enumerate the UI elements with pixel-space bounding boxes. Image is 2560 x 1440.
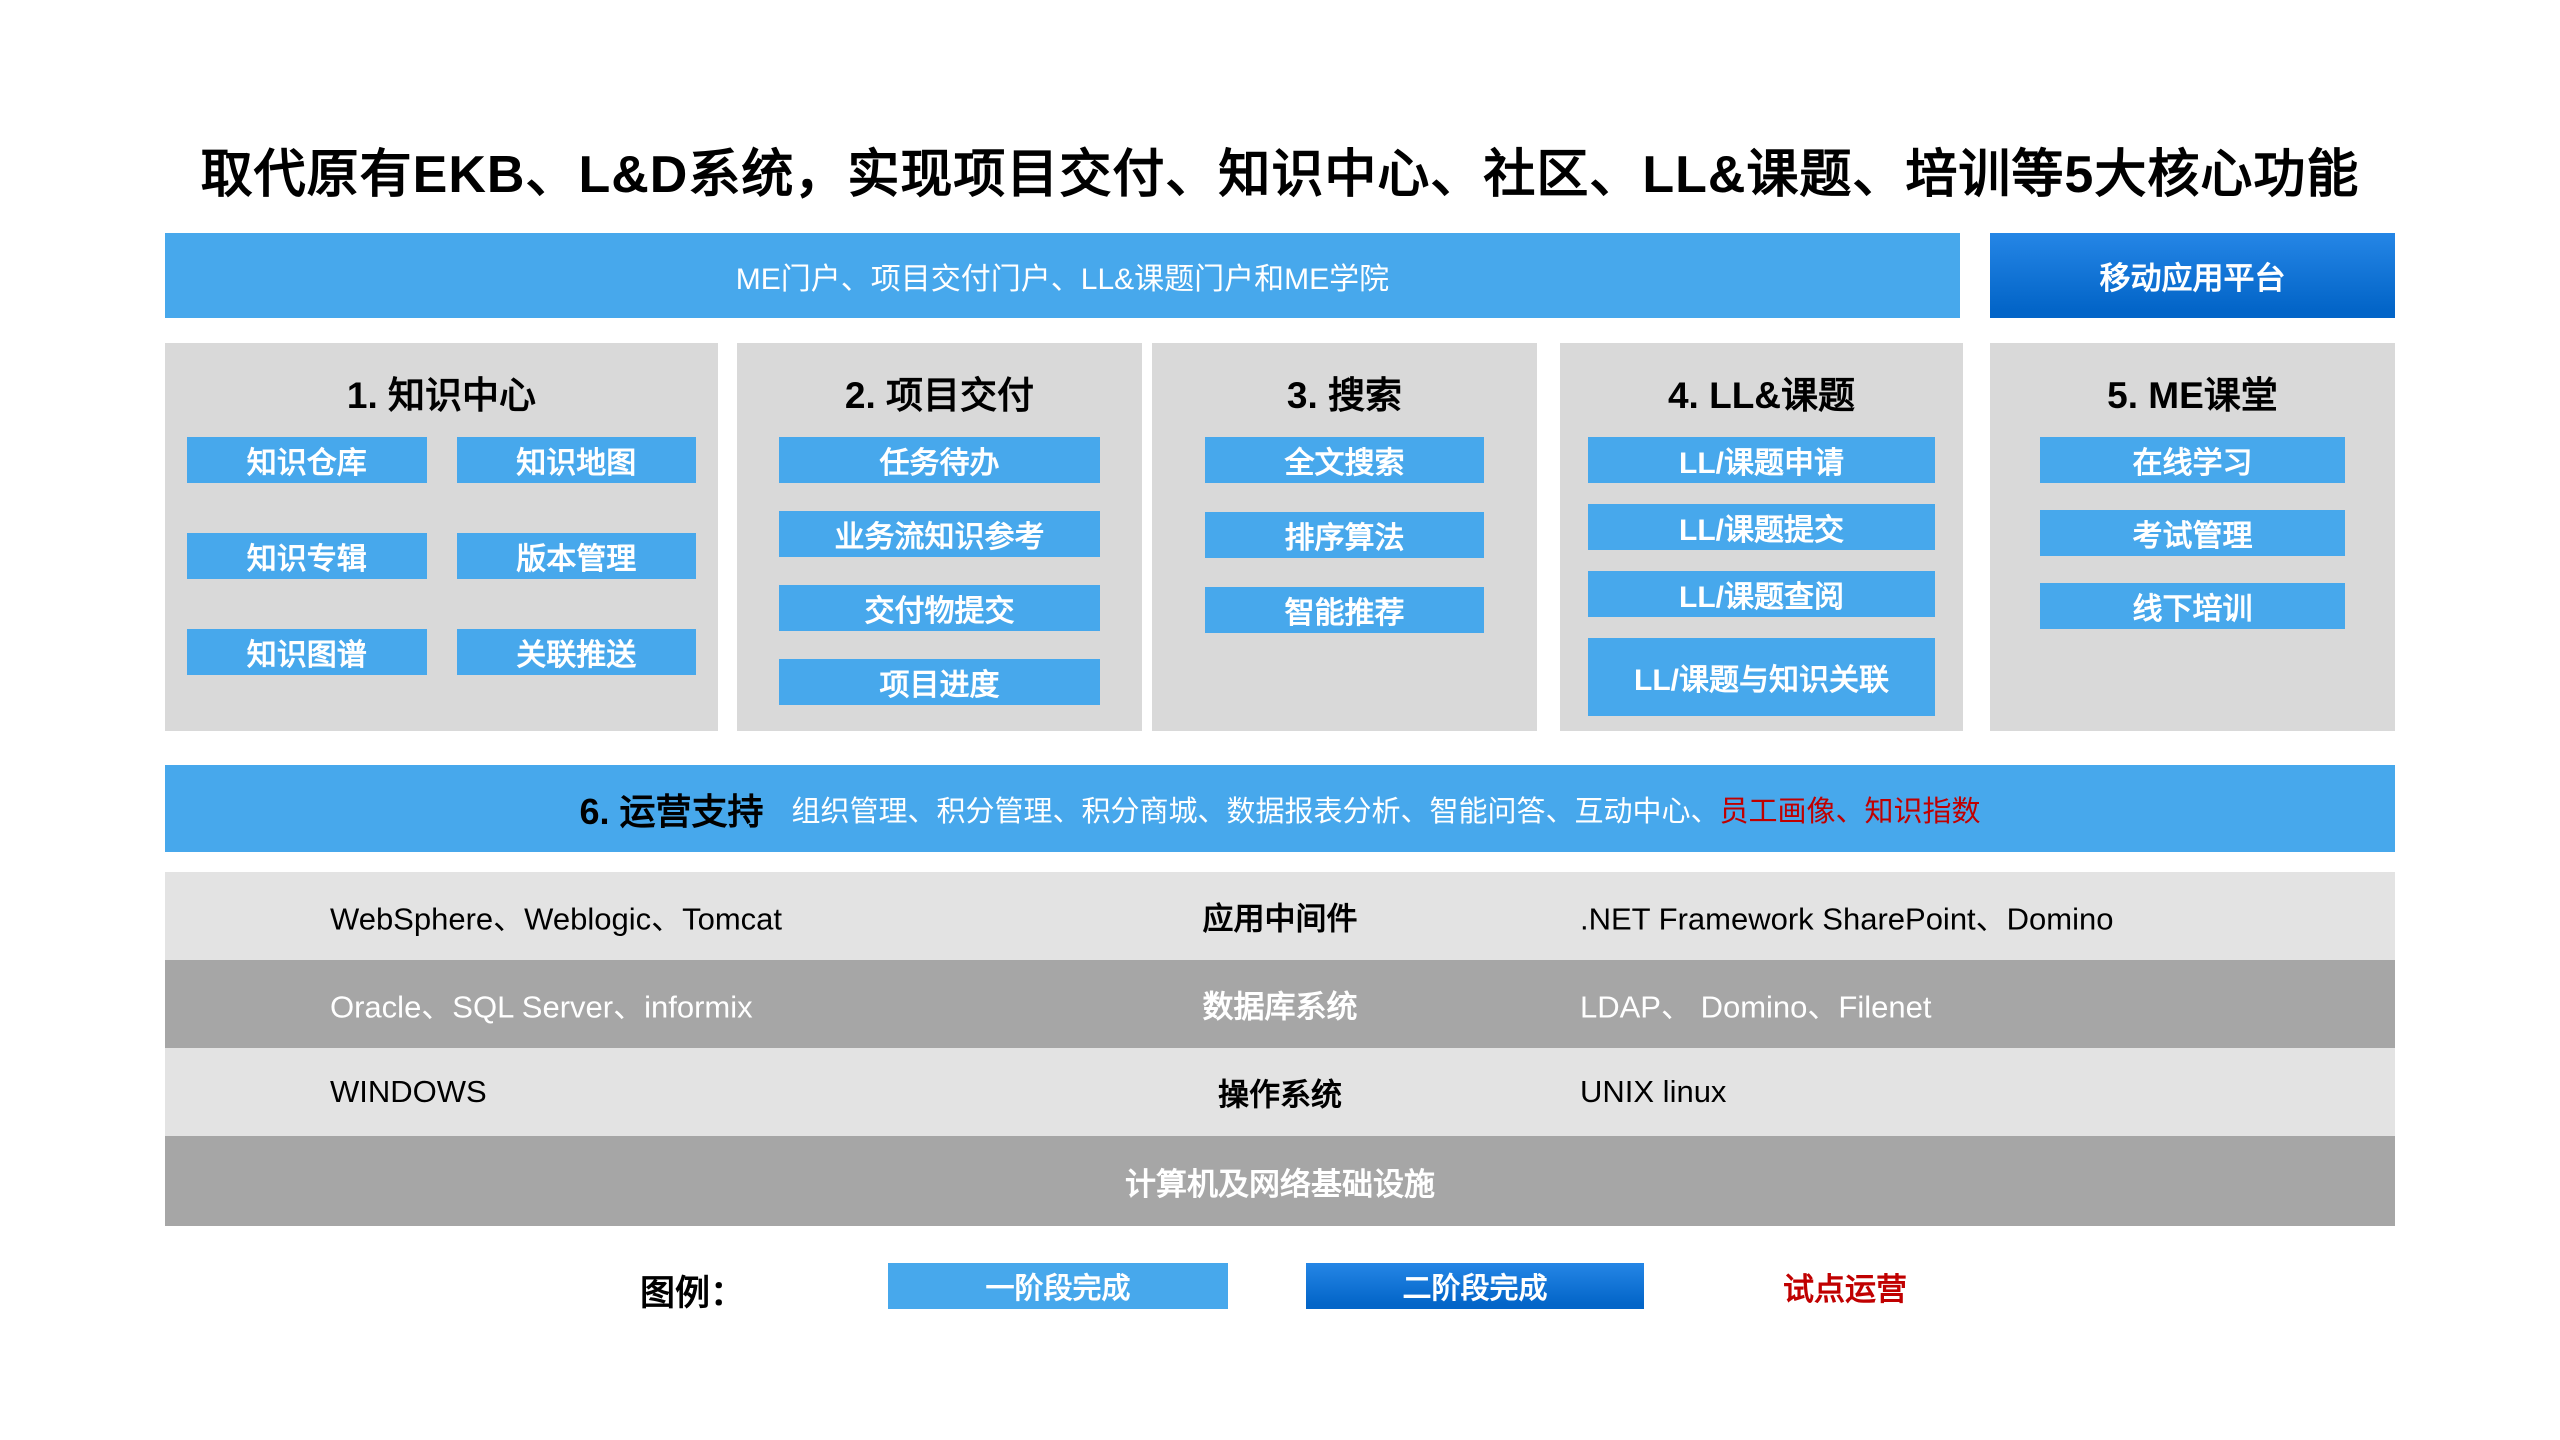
infra-left-text: WebSphere、Weblogic、Tomcat bbox=[330, 901, 782, 937]
operations-title: 6. 运营支持 bbox=[579, 790, 764, 832]
infra-right-text: LDAP、 Domino、Filenet bbox=[1580, 989, 1932, 1025]
column-buttons: 知识仓库 知识地图知识专辑 版本管理知识图谱 关联推送 bbox=[165, 437, 718, 675]
feature-button: 交付物提交 bbox=[779, 585, 1100, 631]
column-buttons: 任务待办业务流知识参考 交付物提交项目进度 bbox=[737, 437, 1142, 705]
feature-button: 业务流知识参考 bbox=[779, 511, 1100, 557]
feature-button: 知识仓库 bbox=[187, 437, 427, 483]
feature-button: 版本管理 bbox=[456, 533, 696, 579]
infra-right-text: UNIX linux bbox=[1580, 1074, 1727, 1109]
infra-row: Oracle、SQL Server、informix 数据库系统 LDAP、 Dom… bbox=[165, 960, 2395, 1048]
operations-pilot-items: 员工画像、知识指数 bbox=[1719, 795, 1981, 828]
feature-column-3: 3. 搜索全文搜索排序算法智能推荐 bbox=[1152, 343, 1537, 731]
legend-item-pilot: 试点运营 bbox=[1783, 1271, 1907, 1307]
feature-button: 线下培训 bbox=[2040, 583, 2345, 629]
infra-footer: 计算机及网络基础设施 bbox=[165, 1136, 2395, 1226]
feature-column-1: 1. 知识中心知识仓库 知识地图知识专辑 版本管理知识图谱 关联推送 bbox=[165, 343, 718, 731]
feature-column-4: 4. LL&课题 LL/课题申请 LL/课题提交 LL/课题查阅 LL/课题与知识关联 bbox=[1560, 343, 1963, 731]
page-title: 取代原有EKB、L&D系统，实现项目交付、知识中心、社区、LL&课题、培训等5大… bbox=[200, 146, 2360, 204]
legend-item-phase1: 一阶段完成 bbox=[888, 1263, 1228, 1309]
column-title: 2. 项目交付 bbox=[844, 375, 1035, 416]
column-title: 4. LL&课题 bbox=[1667, 375, 1856, 416]
column-buttons: 在线学习考试管理线下培训 bbox=[1990, 437, 2395, 629]
infra-left-text: Oracle、SQL Server、informix bbox=[330, 989, 753, 1025]
feature-button: 任务待办 bbox=[779, 437, 1100, 483]
feature-button: 智能推荐 bbox=[1205, 587, 1484, 633]
feature-button: LL/课题查阅 bbox=[1588, 571, 1935, 617]
feature-button: LL/课题申请 bbox=[1588, 437, 1935, 483]
infra-row: WINDOWS 操作系统 UNIX linux bbox=[165, 1048, 2395, 1136]
feature-column-5: 5. ME课堂在线学习考试管理线下培训 bbox=[1990, 343, 2395, 731]
infrastructure-table: WebSphere、Weblogic、Tomcat 应用中间件 .NET Frame… bbox=[165, 872, 2395, 1226]
feature-button: 关联推送 bbox=[456, 629, 696, 675]
operations-items: 组织管理、积分管理、积分商城、数据报表分析、智能问答、互动中心、 bbox=[791, 795, 1720, 828]
mobile-platform-box: 移动应用平台 bbox=[1990, 233, 2395, 318]
feature-button: 排序算法 bbox=[1205, 512, 1484, 558]
infra-center-label: 操作系统 bbox=[1218, 1077, 1342, 1113]
feature-button: 知识地图 bbox=[456, 437, 696, 483]
legend: 图例： 一阶段完成 二阶段完成 试点运营 bbox=[0, 1263, 2560, 1313]
feature-button: LL/课题提交 bbox=[1588, 504, 1935, 550]
legend-item-phase2: 二阶段完成 bbox=[1306, 1263, 1644, 1309]
feature-button: 在线学习 bbox=[2040, 437, 2345, 483]
feature-button: 考试管理 bbox=[2040, 510, 2345, 556]
feature-button: 知识图谱 bbox=[187, 629, 427, 675]
column-buttons: 全文搜索排序算法智能推荐 bbox=[1152, 437, 1537, 633]
feature-button: 知识专辑 bbox=[187, 533, 427, 579]
infra-center-label: 数据库系统 bbox=[1202, 989, 1358, 1025]
column-title: 1. 知识中心 bbox=[346, 375, 537, 416]
column-title: 5. ME课堂 bbox=[2107, 375, 2278, 416]
infra-left-text: WINDOWS bbox=[330, 1074, 487, 1109]
column-title: 3. 搜索 bbox=[1286, 375, 1403, 416]
infra-row: WebSphere、Weblogic、Tomcat 应用中间件 .NET Frame… bbox=[165, 872, 2395, 960]
infra-center-label: 应用中间件 bbox=[1202, 901, 1358, 937]
feature-button: 项目进度 bbox=[779, 659, 1100, 705]
feature-button: LL/课题与知识关联 bbox=[1588, 638, 1935, 716]
portal-banner: ME门户、项目交付门户、LL&课题门户和ME学院 bbox=[165, 233, 1960, 318]
operations-bar: 6. 运营支持 组织管理、积分管理、积分商城、数据报表分析、智能问答、互动中心、… bbox=[165, 765, 2395, 852]
feature-button: 全文搜索 bbox=[1205, 437, 1484, 483]
feature-column-2: 2. 项目交付任务待办业务流知识参考 交付物提交项目进度 bbox=[737, 343, 1142, 731]
legend-label: 图例： bbox=[640, 1274, 746, 1313]
infra-right-text: .NET Framework SharePoint、Domino bbox=[1580, 901, 2114, 937]
column-buttons: LL/课题申请 LL/课题提交 LL/课题查阅 LL/课题与知识关联 bbox=[1560, 437, 1963, 716]
